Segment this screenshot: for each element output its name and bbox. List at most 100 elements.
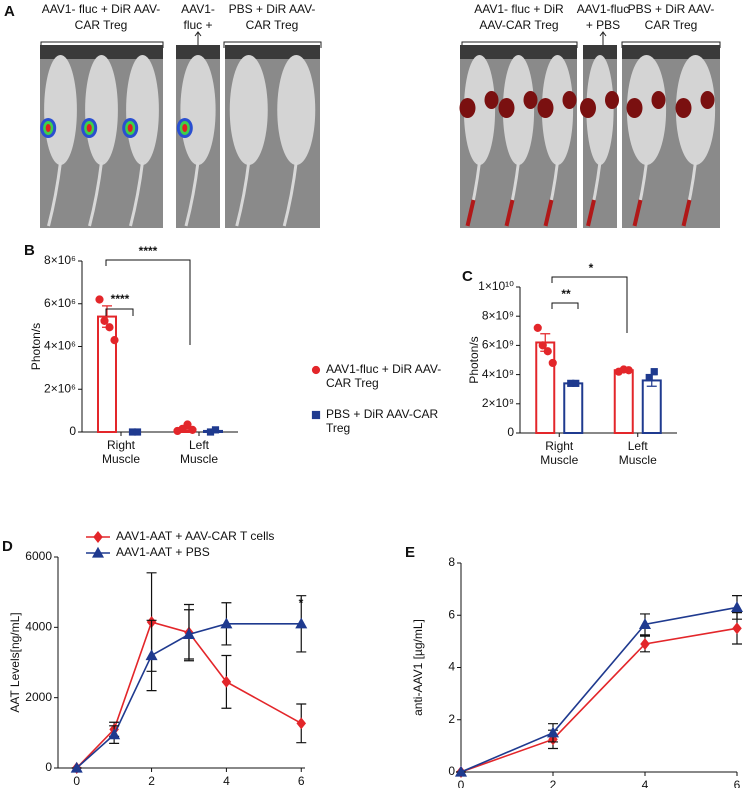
signal [86,124,92,132]
legend-marker [91,546,105,558]
dir-signal [523,91,538,109]
data-point [188,425,197,434]
y-axis-label: AAT Levels[ng/mL] [8,612,22,712]
bar [563,382,584,434]
data-point [548,358,557,368]
panel-label: D [2,538,13,555]
group-label: AAV1- fluc + DiR AAV-CAR Treg [474,2,564,32]
x-tick-label-box: Left Muscle [179,438,218,466]
y-tick-label: 2000 [25,690,52,704]
y-tick-label: 8 [448,555,455,569]
data-point [732,622,742,635]
data-point [95,295,104,304]
dir-signal [484,91,499,109]
mouse-body [675,55,716,165]
dir-signal [651,91,666,109]
x-tick-label: 4 [223,774,230,788]
y-tick-label: 4×10⁶ [44,339,76,353]
y-tick-label: 6×10⁶ [44,296,76,310]
image-top [460,45,577,59]
x-tick-label: 6 [298,774,305,788]
mouse-body [229,55,268,165]
y-tick-label: 0 [507,425,514,439]
dir-tail [632,199,643,227]
data-point [183,420,192,429]
dir-signal [626,98,643,118]
mouse-body [85,55,118,165]
data-point [178,424,187,433]
series-line [76,621,302,769]
group-label-box: AAV1- fluc + DiR AAV-CAR Treg [474,2,564,32]
group-label: PBS + DiR AAV-CAR Treg [627,2,715,32]
y-tick-label: 4000 [25,620,52,634]
y-tick-label: 6×10⁹ [482,338,514,352]
mouse-body [502,55,535,165]
data-point [145,649,158,661]
significance-bracket [551,302,579,309]
signal [182,124,188,132]
group-label: AAV1-fluc + PBS [576,2,630,32]
y-tick-label: 6 [448,607,455,621]
dir-signal [498,98,515,118]
mouse-body [586,55,614,165]
dir-tail [543,199,554,227]
x-tick-label-box: Right Muscle [102,438,140,466]
data-point [70,761,83,773]
mouse-body [541,55,574,165]
legend-marker [311,365,321,375]
signal [45,124,51,132]
y-axis-label: Photon/s [29,323,43,370]
data-point [133,428,142,436]
legend-label: AAV1-fluc + DiR AAV-CAR Treg [326,362,442,390]
x-tick-label: 0 [73,774,80,788]
dir-signal [459,98,476,118]
x-tick-label: 6 [734,778,741,788]
mouse-tail [47,161,62,227]
image-top [40,45,163,59]
y-tick-label: 8×10⁶ [44,253,76,267]
mouse-body [44,55,77,165]
y-tick-label: 8×10⁹ [482,308,514,322]
mouse-body [126,55,159,165]
data-point [543,347,552,356]
group-label: AAV1-fluc + PBS [181,2,215,35]
legend-marker [311,410,321,420]
image-top [225,45,320,59]
x-tick-label: 0 [458,778,465,788]
significance-bracket [551,276,628,333]
y-axis-label: Photon/s [467,336,481,383]
mouse-tail [235,161,251,227]
mouse-tail [129,161,144,227]
legend-label-box: PBS + DiR AAV-CAR Treg [326,407,439,435]
group-label: PBS + DiR AAV-CAR Treg [228,2,316,32]
significance-bracket [105,308,134,316]
group-label-box: PBS + DiR AAV-CAR Treg [228,2,316,32]
x-tick-label: Left Muscle [179,438,218,466]
data-point [650,368,658,376]
panel-label: A [4,3,15,20]
data-point [533,323,542,332]
y-tick-label: 0 [448,764,455,778]
y-tick-label: 4×10⁹ [482,367,514,381]
x-tick-label: Right Muscle [540,439,579,467]
significance-label: ** [561,287,571,301]
mouse-tail [282,161,298,227]
dir-tail [681,199,692,227]
data-point [538,341,547,350]
data-point [730,601,744,613]
y-tick-label: 2 [448,712,455,726]
data-point [546,726,560,738]
mouse-tail [184,161,200,227]
x-tick-label: 2 [148,774,155,788]
data-point [110,335,119,345]
series-line [460,627,738,773]
dir-signal [537,98,554,118]
dir-tail [465,199,476,227]
y-tick-label: 0 [45,760,52,774]
legend-label: PBS + DiR AAV-CAR Treg [326,407,439,435]
data-point [100,316,109,325]
x-tick-label: 2 [550,778,557,788]
legend-label-box: AAV1-fluc + DiR AAV-CAR Treg [326,362,442,390]
image-top [622,45,720,59]
